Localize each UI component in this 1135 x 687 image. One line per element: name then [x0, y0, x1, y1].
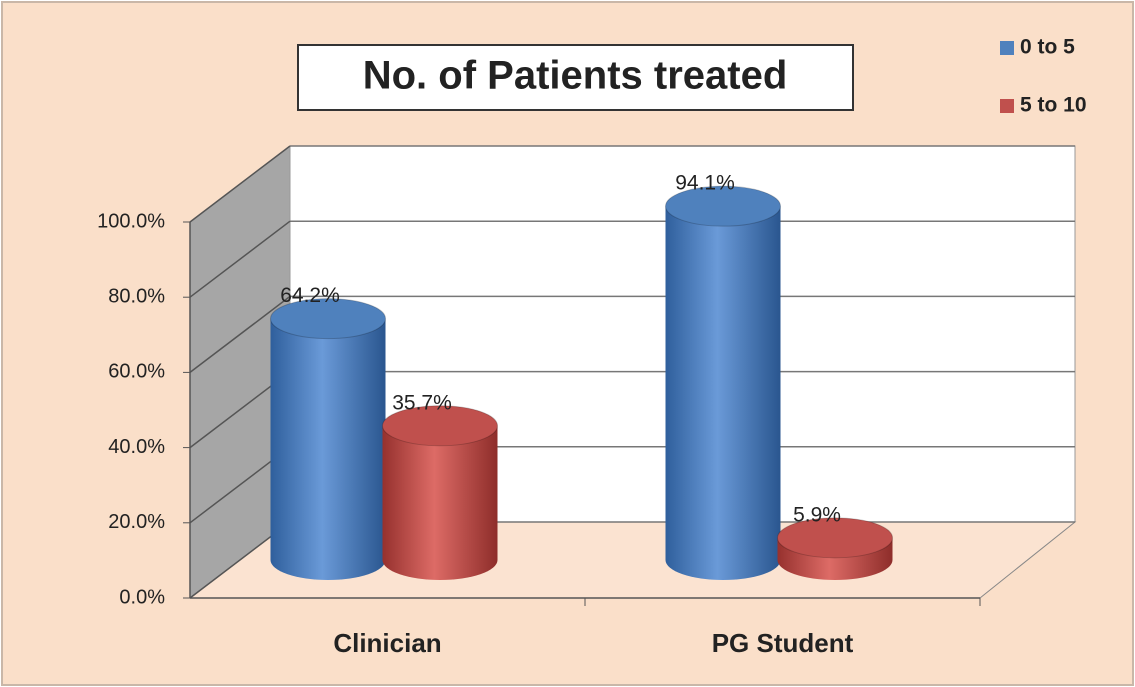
bar-top: [665, 185, 781, 227]
data-label: 35.7%: [392, 391, 452, 414]
chart-title: No. of Patients treated: [363, 54, 788, 98]
side-grid-line: [189, 220, 291, 298]
side-wall: [190, 146, 290, 598]
title-box: [297, 44, 854, 111]
bars: 64.2% 35.7% 94.1% 5.9%: [270, 172, 893, 580]
bar-top: [382, 405, 498, 447]
bar-top: [270, 298, 386, 340]
data-label: 64.2%: [280, 284, 340, 307]
side-grid-line: [189, 295, 291, 373]
y-tick-label: 100.0%: [97, 210, 165, 232]
x-tick-label: PG Student: [712, 628, 854, 658]
legend-label: 0 to 5: [1020, 36, 1075, 59]
y-tick-label: 0.0%: [119, 586, 165, 608]
bar: [270, 318, 386, 580]
y-tick-label: 20.0%: [108, 511, 165, 533]
legend-swatch: [1000, 41, 1014, 55]
data-label: 5.9%: [793, 503, 841, 526]
bar: [382, 425, 498, 580]
side-grid-line: [189, 145, 291, 223]
bar: [665, 206, 781, 580]
bar-top: [777, 517, 893, 559]
y-tick-label: 60.0%: [108, 361, 165, 383]
data-label: 94.1%: [675, 172, 735, 195]
y-tick-label: 80.0%: [108, 285, 165, 307]
legend-swatch: [1000, 99, 1014, 113]
x-tick-label: Clinician: [333, 628, 441, 658]
y-tick-label: 40.0%: [108, 436, 165, 458]
legend-label: 5 to 10: [1020, 94, 1087, 117]
